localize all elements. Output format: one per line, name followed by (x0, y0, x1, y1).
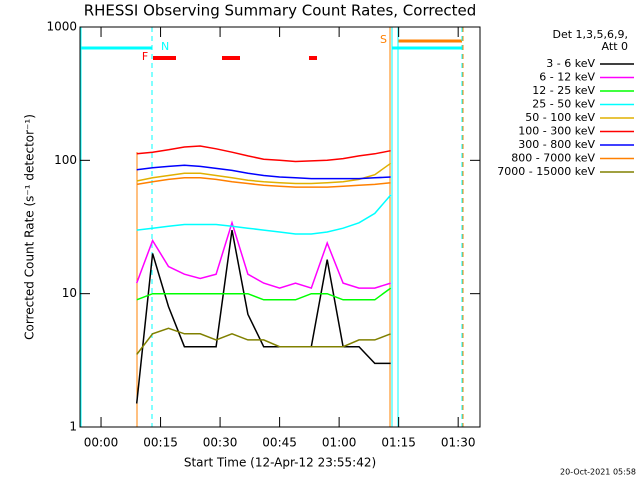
legend-label: 12 - 25 keV (532, 84, 595, 97)
x-tick-label: 01:15 (381, 436, 416, 450)
annotation: F (142, 50, 148, 63)
series-line (136, 145, 391, 163)
x-tick-label: 00:00 (84, 436, 119, 450)
legend-label: 100 - 300 keV (518, 125, 595, 138)
y-tick-label: 10 (62, 286, 77, 300)
series-line (136, 287, 392, 301)
legend-label: 25 - 50 keV (532, 98, 595, 111)
legend-label: 7000 - 15000 keV (497, 165, 595, 178)
legend-label: 6 - 12 keV (539, 71, 595, 84)
x-tick-label: 00:45 (262, 436, 297, 450)
legend-label: 800 - 7000 keV (511, 152, 595, 165)
series-line (136, 162, 392, 185)
annotation: N (161, 40, 169, 53)
footer: 20-Oct-2021 05:58 (560, 468, 636, 477)
series-line (135, 229, 391, 404)
legend-label: 50 - 100 keV (525, 111, 595, 124)
x-tick-label: 00:30 (203, 436, 238, 450)
y-tick-label: 100 (54, 153, 77, 167)
indicators: N S F (80, 27, 464, 427)
annotation: S (380, 33, 387, 46)
series-line (136, 327, 391, 355)
legend-label: 3 - 6 keV (546, 57, 595, 70)
legend-label: 300 - 800 keV (518, 138, 595, 151)
legend-title: Det 1,3,5,6,9, (552, 28, 628, 41)
y-tick-label: 1000 (46, 20, 77, 34)
x-tick-label: 01:00 (322, 436, 357, 450)
x-axis-label: Start Time (12-Apr-12 23:55:42) (184, 456, 376, 470)
chart-title: RHESSI Observing Summary Count Rates, Co… (84, 2, 477, 20)
series-line (136, 177, 391, 188)
y-axis-label: Corrected Count Rate (s⁻¹ detector⁻¹) (23, 114, 37, 340)
y-tick-label: 1 (69, 420, 77, 434)
series-line (136, 194, 392, 235)
series-line (135, 220, 391, 290)
series-line (136, 164, 391, 180)
legend-title: Att 0 (602, 40, 628, 53)
x-tick-label: 00:15 (143, 436, 178, 450)
x-tick-label: 01:30 (441, 436, 476, 450)
